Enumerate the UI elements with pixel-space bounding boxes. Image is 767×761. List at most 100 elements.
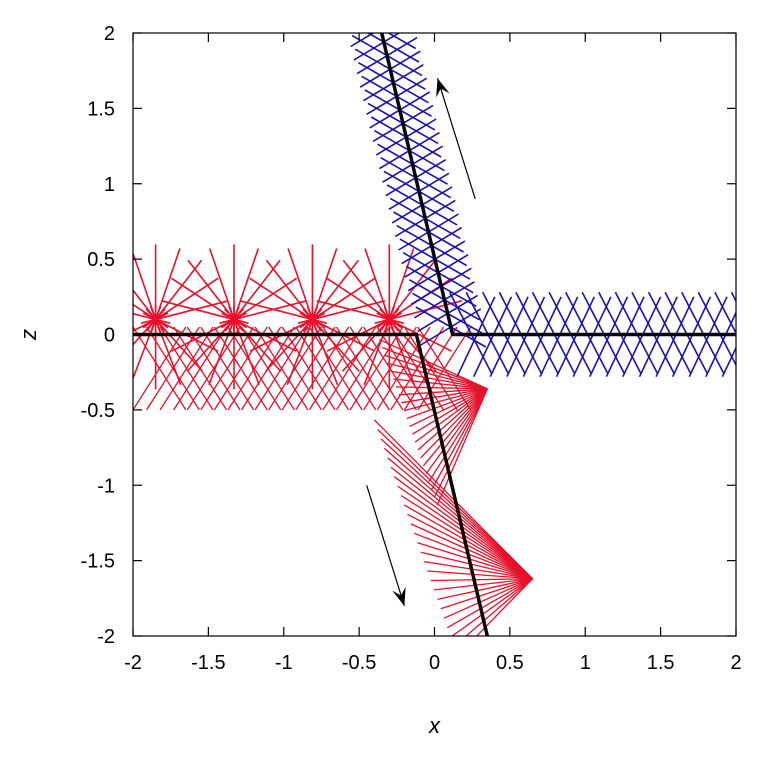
family-segment — [489, 296, 529, 378]
family-segment — [420, 388, 488, 459]
arrow-head — [392, 586, 406, 606]
family-segment — [398, 388, 488, 396]
family-segment — [437, 578, 533, 601]
family-segment — [412, 388, 488, 435]
x-tick-label: -0.5 — [342, 652, 376, 674]
family-segment — [159, 326, 214, 411]
family-segment — [539, 296, 579, 378]
family-segment — [714, 291, 736, 335]
family-segment — [403, 326, 458, 411]
family-segment — [406, 388, 488, 420]
family-segment — [401, 388, 488, 404]
family-segment — [433, 388, 488, 498]
y-tick-label: 1.5 — [87, 98, 115, 120]
y-tick-label: -1 — [97, 475, 115, 497]
family-segment — [326, 312, 403, 352]
family-segment — [456, 296, 496, 378]
x-tick-label: 0 — [429, 652, 440, 674]
family-segment — [400, 494, 533, 580]
family-segment — [417, 542, 533, 580]
family-segment — [638, 296, 678, 378]
family-segment — [227, 326, 282, 411]
axis-ticks: -2 -1.5 -1 -0.5 0 0.5 1 1.5 2 -2 -1.5 -1 -0.5 0 0.5 1 1.… — [81, 23, 742, 674]
family-segment — [522, 296, 562, 378]
red-line-family — [133, 244, 533, 636]
family-segment — [730, 291, 736, 303]
family-segment — [384, 354, 488, 390]
family-segment — [249, 312, 326, 352]
family-segment — [422, 388, 488, 467]
family-segment — [410, 523, 533, 580]
family-segment — [589, 296, 629, 378]
family-segment — [433, 578, 533, 591]
y-tick-label: -1.5 — [81, 551, 115, 573]
family-segment — [472, 296, 513, 378]
family-segment — [428, 388, 488, 482]
family-segment — [376, 326, 431, 411]
family-segment — [146, 326, 200, 411]
family-segment — [705, 310, 736, 378]
y-tick-label: 2 — [104, 23, 115, 45]
family-segment — [335, 326, 390, 411]
family-segment — [350, 33, 375, 48]
family-segment — [555, 296, 596, 378]
family-segment — [409, 388, 488, 427]
family-segment — [436, 388, 488, 506]
family-segment — [427, 570, 533, 580]
family-segment — [390, 370, 488, 390]
arrow-head — [436, 78, 450, 98]
family-segment — [423, 560, 533, 580]
y-tick-label: -2 — [97, 626, 115, 648]
family-segment — [430, 578, 533, 582]
y-tick-label: 1 — [104, 174, 115, 196]
family-segment — [446, 578, 533, 629]
y-tick-label: 0.5 — [87, 249, 115, 271]
family-segment — [295, 326, 350, 411]
family-segment — [387, 362, 488, 390]
family-segment — [390, 326, 445, 411]
family-segment — [403, 504, 533, 580]
family-segment — [688, 296, 728, 378]
direction-arrow — [366, 485, 405, 607]
x-tick-label: -1.5 — [191, 652, 225, 674]
family-segment — [465, 578, 533, 636]
family-segment — [671, 296, 712, 378]
family-segment — [254, 326, 309, 411]
family-segment — [403, 388, 488, 412]
family-segment — [431, 388, 488, 490]
family-segment — [379, 339, 488, 390]
family-segment — [308, 326, 363, 411]
y-tick-label: 0 — [104, 325, 115, 347]
family-segment — [655, 296, 695, 378]
x-tick-label: 1 — [580, 652, 591, 674]
family-segment — [397, 485, 533, 580]
family-segment — [133, 326, 187, 411]
family-segment — [281, 326, 336, 411]
family-segment — [200, 326, 255, 411]
y-tick-label: -0.5 — [81, 400, 115, 422]
family-segment — [420, 551, 533, 580]
family-segment — [186, 326, 241, 411]
family-segment — [739, 297, 767, 377]
family-segment — [381, 346, 488, 390]
family-segment — [440, 578, 533, 610]
x-tick-label: 1.5 — [647, 652, 675, 674]
x-axis-label: x — [428, 713, 441, 738]
family-segment — [605, 296, 645, 378]
y-axis-label: z — [16, 329, 41, 341]
x-tick-label: 2 — [730, 652, 741, 674]
family-segment — [451, 578, 533, 636]
direction-arrow — [436, 78, 476, 200]
trajectory-paths — [133, 32, 736, 637]
family-segment — [393, 378, 488, 390]
family-segment — [363, 326, 417, 411]
family-segment — [506, 296, 546, 378]
family-segment — [133, 312, 169, 332]
trajectory-red — [133, 332, 490, 637]
family-segment — [413, 532, 533, 580]
family-segment — [386, 33, 417, 50]
trajectory-blue — [379, 32, 736, 337]
family-segment — [414, 388, 488, 443]
family-segment — [417, 388, 488, 451]
family-segment — [721, 346, 736, 378]
